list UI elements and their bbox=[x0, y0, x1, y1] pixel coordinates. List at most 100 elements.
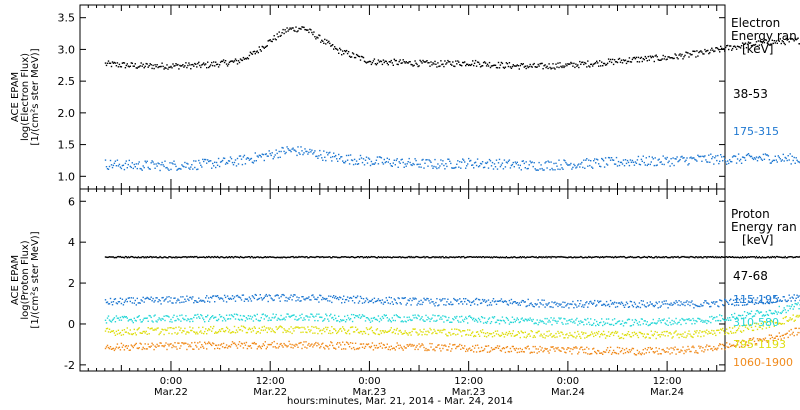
data-point bbox=[449, 61, 451, 63]
data-point bbox=[338, 298, 340, 301]
data-point bbox=[434, 158, 436, 161]
data-point bbox=[401, 256, 403, 258]
data-point bbox=[795, 39, 797, 41]
data-point bbox=[383, 158, 385, 161]
data-point bbox=[631, 159, 634, 162]
data-point bbox=[695, 332, 697, 334]
data-point bbox=[264, 314, 266, 316]
data-point bbox=[113, 317, 116, 319]
data-point bbox=[294, 327, 296, 329]
data-point bbox=[469, 315, 471, 317]
data-point bbox=[626, 159, 629, 162]
data-point bbox=[477, 166, 480, 168]
data-point bbox=[772, 42, 774, 45]
data-point bbox=[462, 158, 464, 160]
data-point bbox=[769, 297, 772, 299]
data-point bbox=[621, 163, 624, 165]
data-point bbox=[161, 297, 163, 299]
data-point bbox=[598, 301, 600, 304]
data-point bbox=[170, 297, 172, 299]
data-point bbox=[215, 331, 217, 333]
data-point bbox=[212, 64, 214, 67]
data-point bbox=[187, 331, 189, 333]
data-point bbox=[428, 318, 430, 320]
data-point bbox=[277, 294, 279, 297]
data-point bbox=[158, 163, 160, 165]
data-point bbox=[525, 161, 527, 163]
data-point bbox=[236, 294, 239, 297]
data-point bbox=[469, 64, 471, 66]
data-point bbox=[204, 158, 206, 161]
data-point bbox=[747, 41, 750, 43]
data-point bbox=[114, 298, 117, 300]
data-point bbox=[129, 300, 131, 303]
data-point bbox=[385, 60, 387, 63]
data-point bbox=[258, 256, 260, 259]
data-point bbox=[494, 330, 497, 332]
data-point bbox=[700, 50, 702, 52]
data-point bbox=[695, 256, 697, 258]
data-point bbox=[253, 256, 256, 258]
data-point bbox=[339, 158, 341, 160]
data-point bbox=[561, 306, 563, 308]
data-point bbox=[216, 63, 219, 65]
data-point bbox=[115, 165, 118, 167]
data-point bbox=[275, 326, 277, 328]
data-point bbox=[622, 304, 625, 307]
data-point bbox=[445, 256, 447, 258]
data-point bbox=[451, 303, 453, 306]
data-point bbox=[656, 322, 658, 324]
data-point bbox=[775, 159, 777, 161]
data-point bbox=[788, 41, 790, 43]
data-point bbox=[182, 64, 184, 66]
data-point bbox=[160, 65, 162, 68]
data-point bbox=[649, 256, 651, 258]
data-point bbox=[211, 297, 213, 299]
data-point bbox=[708, 154, 710, 156]
data-point bbox=[145, 317, 147, 319]
data-point bbox=[153, 315, 155, 317]
data-point bbox=[480, 316, 483, 318]
data-point bbox=[525, 305, 527, 308]
data-point bbox=[749, 42, 752, 44]
data-point bbox=[337, 320, 339, 322]
data-point bbox=[246, 256, 249, 258]
data-point bbox=[219, 330, 222, 333]
data-point bbox=[735, 304, 738, 306]
data-point bbox=[327, 318, 329, 320]
data-point bbox=[389, 163, 391, 165]
data-point bbox=[378, 156, 381, 158]
data-point bbox=[281, 294, 283, 296]
data-point bbox=[306, 150, 308, 153]
data-point bbox=[407, 334, 409, 336]
data-point bbox=[296, 256, 298, 259]
data-point bbox=[638, 163, 641, 165]
data-point bbox=[231, 256, 234, 258]
data-point bbox=[766, 154, 769, 156]
data-point bbox=[174, 297, 176, 299]
data-point bbox=[422, 158, 424, 161]
data-point bbox=[794, 162, 796, 164]
data-point bbox=[699, 256, 701, 259]
data-point bbox=[368, 300, 371, 302]
data-point bbox=[536, 257, 538, 259]
data-point bbox=[195, 314, 197, 316]
data-point bbox=[152, 321, 154, 323]
data-point bbox=[548, 330, 550, 332]
data-point bbox=[698, 51, 700, 54]
data-point bbox=[506, 162, 509, 164]
data-point bbox=[201, 166, 203, 168]
data-point bbox=[247, 315, 250, 317]
data-point bbox=[168, 332, 170, 335]
data-point bbox=[519, 336, 521, 339]
data-point bbox=[581, 256, 583, 258]
data-point bbox=[196, 301, 198, 303]
data-point bbox=[430, 257, 432, 259]
data-point bbox=[334, 328, 336, 330]
data-point bbox=[758, 44, 761, 46]
data-point bbox=[453, 332, 455, 335]
data-point bbox=[574, 303, 576, 305]
data-point bbox=[514, 301, 516, 303]
data-point bbox=[454, 65, 456, 68]
data-point bbox=[437, 305, 439, 307]
